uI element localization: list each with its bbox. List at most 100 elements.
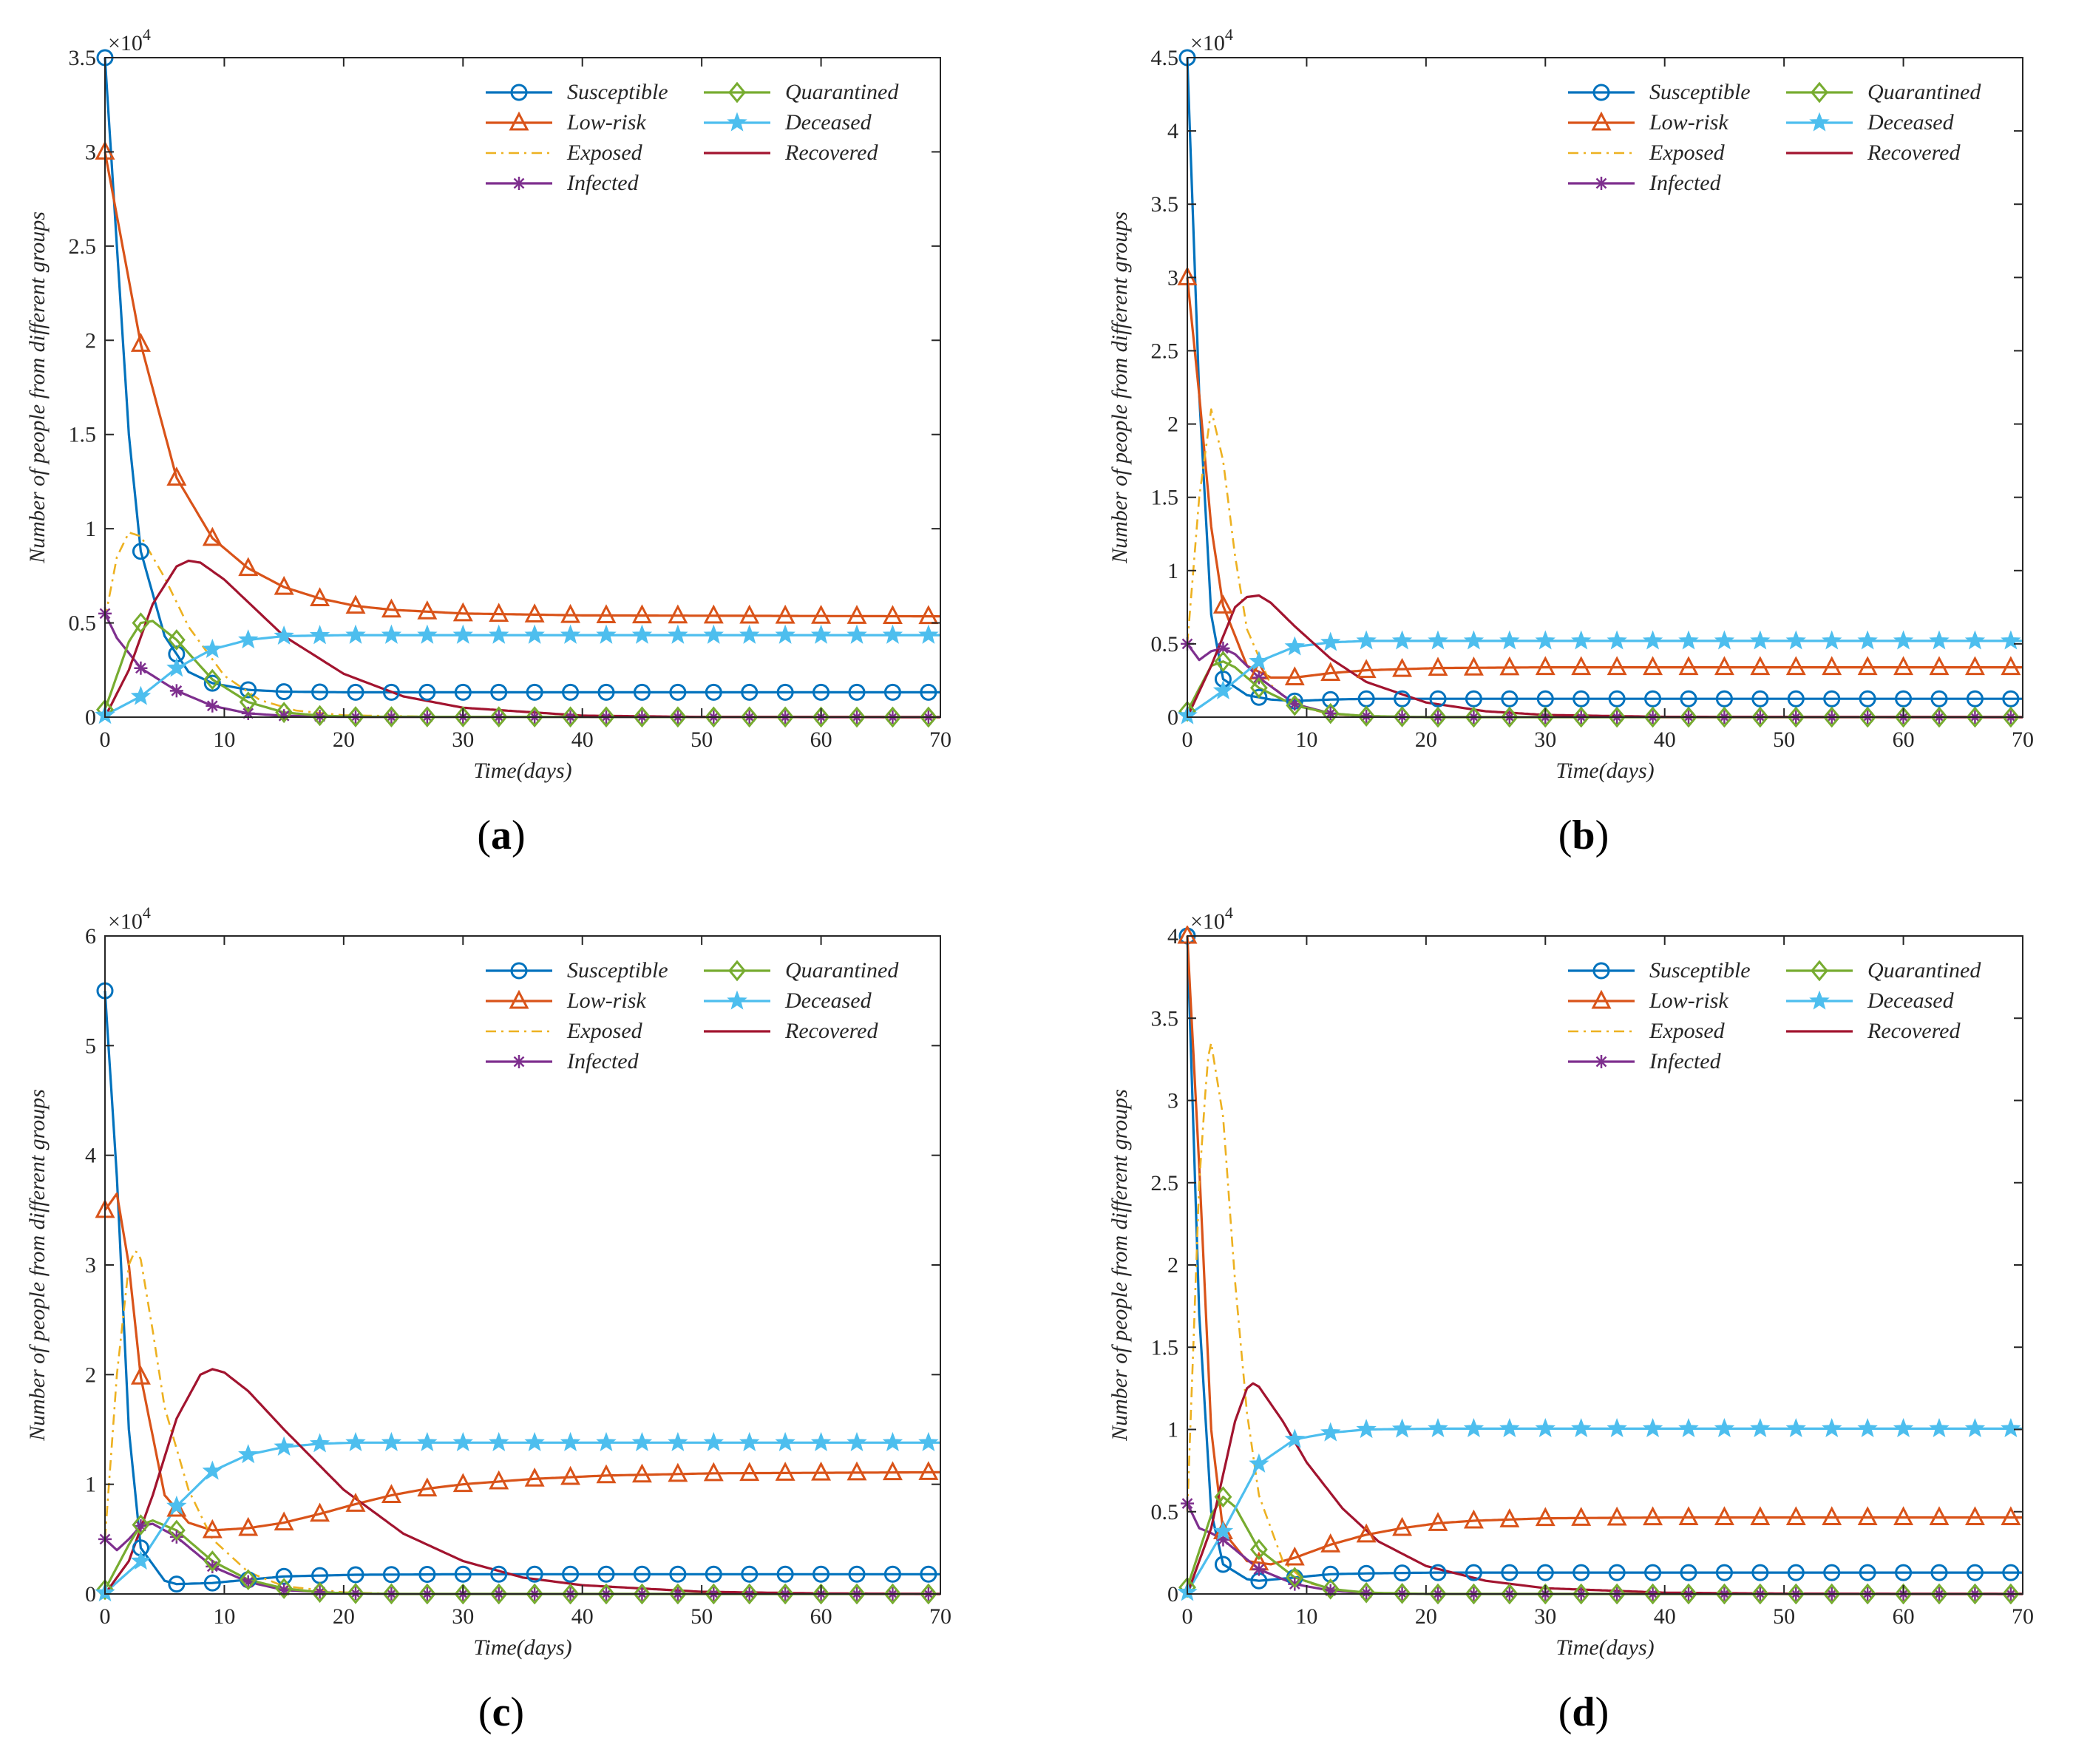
legend-item-recovered: Recovered [1786, 140, 1961, 165]
marker-susceptible-21 [848, 683, 866, 701]
marker-low-risk-21 [846, 605, 867, 624]
marker-deceased-5 [274, 625, 294, 645]
y-tick-label: 3 [1167, 1089, 1178, 1113]
marker-quarantined-22 [1966, 1583, 1984, 1604]
marker-quarantined-9 [1500, 1583, 1519, 1604]
marker-quarantined-13 [561, 1583, 580, 1604]
x-tick-label: 50 [691, 1604, 713, 1629]
marker-quarantined-3 [1286, 1567, 1304, 1589]
marker-low-risk-13 [1643, 1506, 1663, 1526]
x-tick-label: 40 [571, 1604, 594, 1629]
marker-low-risk-19 [1857, 1506, 1878, 1526]
marker-deceased-7 [345, 624, 366, 644]
marker-deceased-18 [1822, 1417, 1842, 1438]
marker-quarantined-4 [239, 1569, 257, 1591]
marker-deceased-9 [1499, 630, 1520, 650]
marker-deceased-20 [1893, 1417, 1914, 1438]
marker-deceased-19 [775, 1431, 795, 1451]
marker-susceptible-8 [382, 1566, 400, 1584]
y-tick-label: 0.5 [1151, 632, 1179, 657]
legend-label: Susceptible [567, 80, 668, 104]
marker-low-risk-18 [739, 1462, 760, 1482]
marker-low-risk-13 [560, 1465, 581, 1485]
markers-quarantined [1178, 651, 2020, 727]
markers-low-risk [1177, 266, 2021, 685]
marker-quarantined-22 [1966, 706, 1984, 727]
legend-label: Exposed [566, 140, 643, 165]
y-multiplier-exp: 4 [143, 903, 151, 922]
y-tick-label: 3 [85, 1253, 96, 1278]
x-tick-label: 10 [213, 727, 235, 752]
marker-susceptible-6 [1394, 1564, 1411, 1582]
marker-quarantined-0 [96, 1578, 114, 1601]
marker-susceptible-15 [633, 683, 651, 701]
marker-low-risk-16 [1750, 1506, 1771, 1526]
marker-deceased-3 [1284, 636, 1305, 656]
marker-quarantined-11 [1572, 706, 1590, 727]
marker-deceased-5 [1356, 1419, 1377, 1439]
marker-quarantined-13 [1643, 1583, 1662, 1604]
y-tick-label: 4 [1167, 924, 1178, 949]
marker-susceptible-19 [1859, 1564, 1876, 1581]
marker-deceased-11 [489, 1431, 509, 1451]
marker-deceased-10 [1535, 1417, 1555, 1438]
marker-susceptible-20 [812, 1565, 830, 1583]
marker-susceptible-7 [347, 683, 364, 701]
marker-susceptible-22 [883, 683, 901, 701]
marker-susceptible-20 [1895, 1564, 1913, 1581]
y-tick-label: 0 [1167, 705, 1178, 730]
marker-low-risk-4 [1320, 1533, 1341, 1553]
marker-low-risk-9 [417, 1477, 438, 1497]
marker-quarantined-legend [728, 960, 746, 982]
marker-quarantined-6 [311, 705, 329, 727]
x-tick-label: 0 [100, 727, 111, 752]
series-line-susceptible [1186, 935, 2023, 1582]
axes-box [104, 57, 941, 718]
marker-deceased-7 [1428, 1417, 1448, 1438]
marker-quarantined-5 [275, 1578, 294, 1599]
legend-item-quarantined: Quarantined [1786, 958, 1981, 983]
legend-label: Recovered [1867, 1019, 1961, 1043]
marker-susceptible-15 [633, 1565, 651, 1583]
x-tick-label: 50 [691, 727, 713, 752]
marker-low-risk-19 [775, 1462, 795, 1481]
marker-quarantined-18 [740, 706, 759, 727]
legend-item-deceased: Deceased [704, 110, 872, 135]
panel-letter: a [491, 813, 512, 858]
marker-low-risk-7 [1428, 1512, 1448, 1531]
x-tick-label: 30 [452, 1604, 474, 1629]
marker-deceased-3 [1284, 1428, 1305, 1448]
marker-susceptible-10 [454, 1565, 472, 1583]
x-tick-label: 10 [213, 1604, 235, 1629]
marker-deceased-15 [631, 1431, 653, 1451]
marker-susceptible-11 [1572, 1564, 1590, 1581]
plot-area [1187, 936, 2023, 1594]
y-tick-label: 2.5 [69, 234, 97, 259]
legend-label: Infected [1649, 1049, 1722, 1073]
marker-infected-1 [134, 661, 148, 675]
marker-quarantined-18 [1822, 706, 1841, 727]
legend-item-exposed: Exposed [1568, 140, 1726, 165]
marker-deceased-20 [810, 1431, 832, 1451]
marker-deceased-legend [1809, 112, 1830, 132]
marker-low-risk-21 [1929, 1506, 1950, 1526]
marker-infected-3 [206, 699, 220, 713]
marker-quarantined-16 [668, 1583, 687, 1604]
marker-deceased-14 [1678, 1417, 1699, 1438]
marker-quarantined-8 [382, 706, 401, 727]
marker-quarantined-6 [1393, 1582, 1411, 1604]
legend-label: Recovered [1867, 140, 1961, 165]
marker-infected-legend [512, 1055, 526, 1068]
marker-deceased-19 [1857, 1417, 1878, 1438]
legend-item-low-risk: Low-risk [486, 988, 646, 1013]
marker-susceptible-13 [562, 683, 580, 701]
legend-label: Low-risk [1649, 988, 1728, 1013]
marker-quarantined-7 [347, 1583, 364, 1604]
marker-infected-4 [241, 706, 255, 720]
series-line-susceptible [104, 57, 940, 693]
marker-deceased-6 [309, 1433, 330, 1453]
marker-deceased-18 [739, 624, 760, 644]
marker-quarantined-6 [311, 1581, 329, 1604]
legend-item-low-risk: Low-risk [1568, 988, 1728, 1013]
marker-susceptible-14 [597, 1565, 615, 1583]
